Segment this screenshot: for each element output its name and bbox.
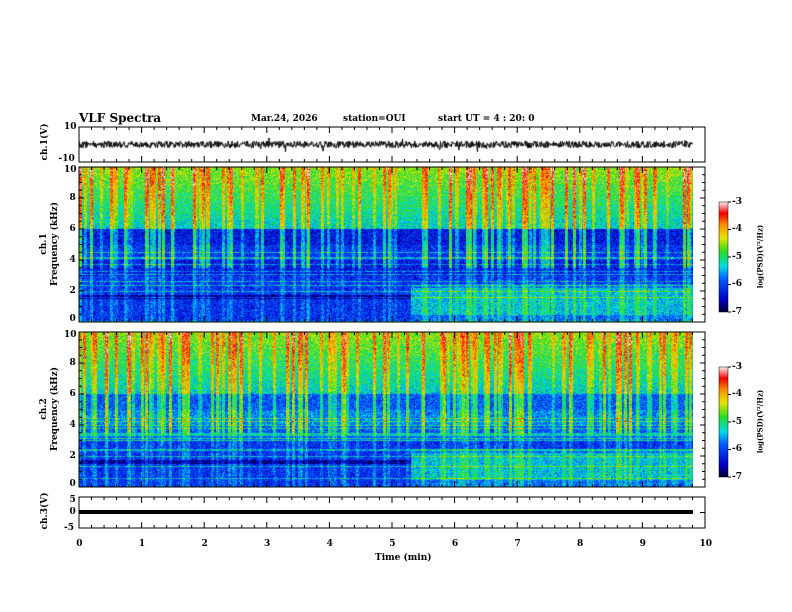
colorbar-tick-label: -3 (732, 361, 742, 372)
colorbar-frame (718, 201, 729, 313)
colorbar-tick-label: -6 (732, 444, 742, 454)
ch2-spec-ylabel: ch.2 Frequency (kHz) (39, 349, 61, 469)
y-tick-label: 8 (69, 357, 76, 368)
date-label: Mar.24, 2026 (251, 114, 318, 124)
x-tick-label: 5 (389, 538, 396, 549)
colorbar-1 (719, 202, 728, 312)
x-axis-label: Time (min) (375, 553, 432, 563)
y-tick-label: 4 (69, 254, 76, 265)
colorbar-tick-label: -7 (732, 471, 742, 482)
ch2-spectrogram-panel-frame (78, 331, 706, 488)
ch1-spectrogram-panel-frame (78, 166, 706, 323)
y-tick-label: 0 (69, 507, 76, 517)
x-tick-label: 0 (76, 538, 83, 549)
ch1-spec-ylabel-top: ch.1 (39, 233, 49, 255)
station-label: station=OUI (343, 114, 406, 124)
x-tick-label: 1 (138, 538, 146, 549)
y-tick-label: 10 (64, 329, 77, 340)
ch1-spec-ylabel-bottom: Frequency (kHz) (50, 202, 60, 287)
y-tick-label: 0 (69, 313, 76, 324)
x-tick-label: 10 (699, 538, 713, 549)
x-tick-label: 3 (264, 538, 271, 549)
y-tick-label: 6 (69, 223, 76, 234)
y-tick-label: 6 (69, 388, 76, 399)
y-tick-label: 8 (69, 192, 76, 203)
y-tick-label: 0 (69, 478, 76, 489)
y-tick-label: 5 (69, 494, 76, 505)
colorbar-1-label: log(PSD)(V²/Hz) (755, 224, 765, 289)
colorbar-tick-label: -5 (732, 416, 742, 427)
ch1-ylabel: ch.1(V) (40, 123, 50, 161)
colorbar-tick-label: -3 (732, 196, 742, 207)
ch3-trace (79, 510, 693, 514)
colorbar-tick-label: -7 (732, 306, 742, 317)
x-tick-label: 8 (577, 538, 584, 549)
y-tick-label: -5 (64, 522, 74, 533)
y-tick-label: 10 (64, 164, 77, 175)
start-time-label: start UT = 4 : 20: 0 (438, 114, 535, 124)
ch2-spectrogram-image (79, 332, 693, 487)
ch1-spectrogram-image (79, 167, 693, 322)
ch3-ylabel: ch.3(V) (40, 492, 50, 530)
ch1-waveform-trace (79, 127, 693, 162)
colorbar-tick-label: -6 (732, 279, 742, 289)
ch1-spec-ylabel: ch.1 Frequency (kHz) (39, 184, 61, 304)
y-tick-label: -10 (58, 153, 75, 164)
x-tick-label: 2 (201, 538, 208, 549)
y-tick-label: 2 (69, 450, 76, 461)
colorbar-tick-label: -5 (732, 251, 742, 262)
ch2-spec-ylabel-top: ch.2 (39, 398, 49, 420)
colorbar-tick-label: -4 (732, 389, 742, 399)
y-tick-label: 2 (69, 285, 76, 296)
x-tick-label: 4 (326, 538, 333, 549)
x-tick-label: 9 (639, 538, 646, 549)
y-tick-label: 10 (64, 121, 77, 132)
x-tick-label: 6 (451, 538, 459, 549)
x-tick-label: 7 (514, 538, 521, 549)
colorbar-frame (718, 366, 729, 478)
colorbar-2-label: log(PSD)(V²/Hz) (755, 389, 765, 454)
colorbar-tick-label: -4 (732, 224, 742, 234)
colorbar-2 (719, 367, 728, 477)
figure-title: VLF Spectra (79, 111, 162, 125)
y-tick-label: 4 (69, 419, 76, 430)
ch2-spec-ylabel-bottom: Frequency (kHz) (50, 367, 60, 452)
